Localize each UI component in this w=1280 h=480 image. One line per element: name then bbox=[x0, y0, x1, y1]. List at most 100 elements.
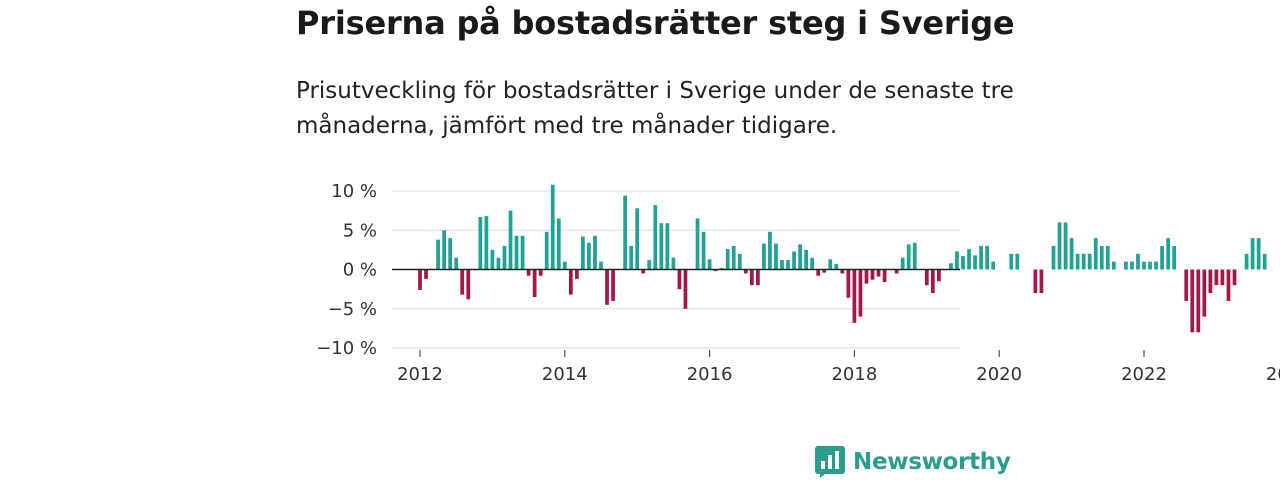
bar bbox=[1154, 261, 1158, 270]
bar bbox=[575, 269, 579, 279]
bar bbox=[792, 251, 796, 270]
bar bbox=[768, 231, 772, 270]
bar bbox=[1039, 269, 1044, 294]
bar bbox=[1232, 269, 1237, 286]
x-tick-label: 2022 bbox=[1121, 364, 1167, 385]
bar bbox=[707, 259, 712, 270]
bar bbox=[544, 231, 549, 270]
bar bbox=[683, 269, 688, 309]
chart-title: Priserna på bostadsrätter steg i Sverige bbox=[296, 4, 1015, 42]
y-tick-label: −5 % bbox=[328, 299, 377, 320]
bar bbox=[949, 263, 953, 270]
bar bbox=[593, 235, 597, 270]
bar bbox=[599, 261, 603, 270]
bar bbox=[496, 257, 501, 270]
bar bbox=[1196, 269, 1201, 333]
bar bbox=[605, 269, 609, 305]
bar bbox=[641, 269, 646, 274]
x-tick-label: 2024 bbox=[1266, 364, 1280, 385]
bar bbox=[937, 269, 941, 282]
bar bbox=[424, 269, 428, 279]
bar bbox=[418, 269, 422, 290]
bar bbox=[1208, 269, 1213, 294]
bar bbox=[556, 218, 561, 270]
bar bbox=[780, 260, 784, 270]
bar bbox=[581, 236, 585, 270]
bar bbox=[810, 257, 815, 270]
bar bbox=[846, 269, 851, 298]
bar bbox=[508, 210, 513, 270]
x-tick-label: 2018 bbox=[831, 364, 877, 385]
bar bbox=[695, 218, 700, 270]
bar bbox=[1105, 245, 1110, 270]
bar bbox=[961, 256, 965, 270]
bar bbox=[1184, 269, 1189, 301]
y-tick-label: −10 % bbox=[316, 338, 377, 359]
bar bbox=[1130, 261, 1134, 270]
bar bbox=[1172, 245, 1177, 270]
bar bbox=[502, 245, 507, 270]
bar bbox=[725, 249, 730, 270]
bar bbox=[1009, 253, 1014, 270]
bar bbox=[466, 269, 471, 300]
bar bbox=[985, 245, 989, 270]
x-tick-label: 2014 bbox=[542, 364, 588, 385]
bar bbox=[1081, 253, 1086, 270]
bar bbox=[490, 249, 495, 270]
bar bbox=[1093, 238, 1098, 270]
bar bbox=[1226, 269, 1231, 301]
bar bbox=[665, 223, 670, 270]
bar bbox=[930, 269, 935, 294]
bar bbox=[514, 235, 519, 270]
bar bbox=[864, 269, 869, 284]
bar bbox=[484, 216, 489, 270]
bar bbox=[1244, 253, 1249, 270]
bar bbox=[756, 269, 760, 286]
bar bbox=[526, 269, 531, 276]
bar bbox=[1069, 238, 1074, 270]
bar bbox=[1190, 269, 1195, 333]
bar bbox=[1148, 261, 1152, 270]
bar bbox=[1087, 253, 1092, 270]
bar bbox=[436, 239, 440, 270]
chart-subtitle: Prisutveckling för bostadsrätter i Sveri… bbox=[296, 78, 1014, 139]
bar bbox=[876, 269, 881, 277]
bar bbox=[1250, 238, 1255, 270]
bar bbox=[478, 216, 483, 270]
bar bbox=[550, 184, 555, 270]
bar bbox=[1202, 269, 1207, 317]
bar bbox=[647, 260, 652, 270]
bar bbox=[979, 245, 983, 270]
bar bbox=[1262, 253, 1267, 270]
bar bbox=[635, 208, 640, 270]
bar bbox=[532, 269, 537, 297]
bar bbox=[900, 257, 905, 270]
bar bbox=[611, 269, 615, 301]
x-tick-label: 2016 bbox=[687, 364, 733, 385]
bar bbox=[1214, 269, 1219, 286]
y-tick-label: 5 % bbox=[343, 220, 377, 241]
bar bbox=[568, 269, 573, 295]
bar bbox=[852, 269, 857, 323]
axes: 10 % 5 % 0 % −5 % −10 % 2012 2014 2016 2018 2020 2… bbox=[316, 181, 1280, 385]
bar bbox=[804, 249, 808, 270]
bar bbox=[629, 245, 634, 270]
y-tick-label: 10 % bbox=[331, 181, 377, 202]
bar bbox=[653, 205, 658, 270]
bar bbox=[1015, 253, 1020, 270]
bar bbox=[912, 242, 917, 270]
bar bbox=[587, 242, 591, 270]
bar bbox=[520, 235, 525, 270]
bar bbox=[973, 255, 977, 270]
newsworthy-logo-icon bbox=[815, 446, 845, 478]
x-tick-label: 2020 bbox=[976, 364, 1022, 385]
bar bbox=[828, 259, 833, 270]
bar bbox=[822, 269, 827, 273]
bar bbox=[743, 269, 748, 274]
bar bbox=[967, 249, 971, 270]
bar bbox=[1033, 269, 1038, 294]
bar bbox=[1136, 253, 1140, 270]
bar-series bbox=[418, 184, 1267, 333]
bar bbox=[1075, 253, 1080, 270]
